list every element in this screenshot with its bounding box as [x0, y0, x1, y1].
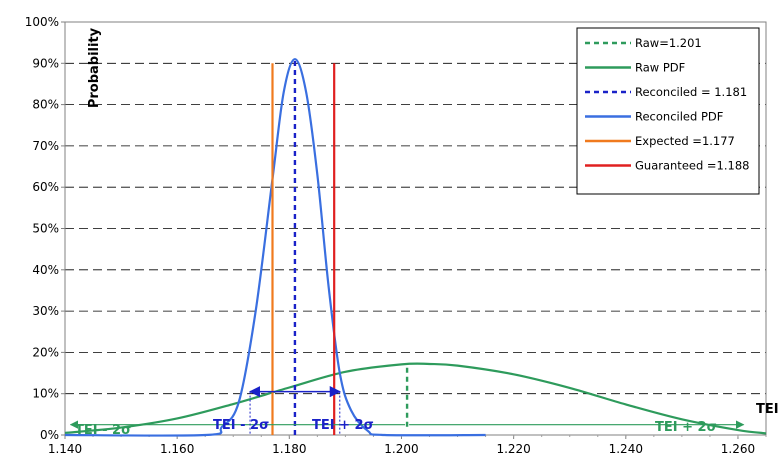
legend-entry-label: Guaranteed =1.188: [635, 159, 749, 173]
reconciled-tei-plus-2sigma-label: TEI + 2σ: [312, 418, 374, 433]
axes: 0% 10% 20% 30% 40% 50% 60% 70% 80% 90% 100% 1.140 1.…: [25, 15, 779, 456]
y-tick-label: 80%: [32, 98, 59, 112]
raw-tei-minus-2sigma-label: TEI - 2σ: [75, 423, 131, 438]
annotations: TEI - 2σ TEI + 2σ TEI - 2σ TEI + 2σ: [69, 386, 745, 438]
y-tick-label: 30%: [32, 304, 59, 318]
grid: [65, 62, 766, 395]
legend-entry-label: Reconciled PDF: [635, 110, 723, 124]
legend-entry-label: Expected =1.177: [635, 134, 735, 148]
y-tick-label: 0%: [40, 428, 59, 442]
y-tick-label: 10%: [32, 387, 59, 401]
y-tick-label: 90%: [32, 56, 59, 70]
reconciled-pdf-line: [64, 58, 486, 437]
y-tick-label: 100%: [25, 15, 59, 29]
y-tick-label: 40%: [32, 263, 59, 277]
y-axis-label: Probability: [87, 27, 102, 108]
raw-tei-plus-2sigma-label: TEI + 2σ: [655, 420, 717, 435]
x-tick-label: 1.220: [496, 442, 530, 456]
reconciled-tei-minus-2sigma-label: TEI - 2σ: [213, 418, 269, 433]
x-tick-label: 1.180: [272, 442, 306, 456]
x-tick-label: 1.240: [609, 442, 643, 456]
legend-entry-label: Raw=1.201: [635, 36, 702, 50]
x-tick-label: 1.140: [48, 442, 82, 456]
y-tick-label: 60%: [32, 180, 59, 194]
legend-entry-label: Raw PDF: [635, 61, 685, 75]
legend: Raw=1.201 Raw PDF Reconciled = 1.181 Reconc…: [576, 27, 760, 195]
series: [64, 58, 767, 437]
y-tick-label: 70%: [32, 139, 59, 153]
x-tick-label: 1.260: [721, 442, 755, 456]
x-axis-label: TEI: [756, 402, 779, 417]
x-tick-label: 1.160: [160, 442, 194, 456]
y-tick-label: 20%: [32, 345, 59, 359]
x-tick-label: 1.200: [384, 442, 418, 456]
legend-entry-label: Reconciled = 1.181: [635, 85, 747, 99]
raw-pdf-line: [64, 362, 767, 435]
y-tick-label: 50%: [32, 222, 59, 236]
